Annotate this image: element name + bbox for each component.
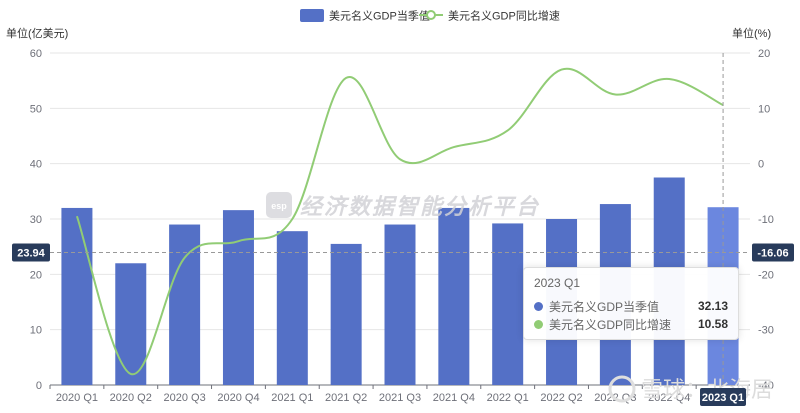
right-tick-label: -20 [758,269,774,281]
x-tick-label: 2022 Q1 [487,392,529,404]
tooltip: 2023 Q1 美元名义GDP当季值 32.13 美元名义GDP同比增速 10.… [523,267,739,340]
left-tick-label: 50 [30,103,42,115]
legend-item-line[interactable]: 美元名义GDP同比增速 [419,9,560,23]
line-series[interactable] [75,67,724,375]
left-tick-label: 60 [30,48,42,60]
pointer-x-box [700,388,746,406]
right-tick-label: -30 [758,325,774,337]
right-axis-label: 单位(%) [732,26,771,40]
bar[interactable] [115,263,147,385]
x-tick-label: 2020 Q4 [217,392,259,404]
pointer-label-right: -16.06 [752,243,794,262]
pointer-left-value: 23.94 [17,248,45,260]
bar[interactable] [492,223,524,385]
tooltip-row-bar: 美元名义GDP当季值 32.13 [534,297,728,315]
pointer-label-left: 23.94 [12,243,50,262]
watermark: esp 经济数据智能分析平台 [266,192,540,220]
pointer-right-value: -16.06 [757,248,788,260]
bar[interactable] [169,224,201,385]
watermark-logo: esp [271,201,287,211]
tooltip-line-dot [534,319,543,329]
tooltip-bar-value: 32.13 [697,299,728,313]
bar[interactable] [276,231,308,385]
corner-watermark-logo [608,375,636,403]
left-tick-label: 0 [36,380,42,392]
pointer-right-box [752,243,794,262]
pointer-label-x: 2023 Q1 [700,388,746,406]
pointer-left-box [12,243,50,262]
tooltip-row-line: 美元名义GDP同比增速 10.58 [534,315,728,333]
legend-item-bar[interactable]: 美元名义GDP当季值 [300,9,430,23]
tooltip-bar-name: 美元名义GDP当季值 [549,299,660,314]
right-tick-label: 20 [758,48,770,60]
left-tick-label: 30 [30,214,42,226]
tooltip-bar-dot [534,301,543,311]
bar[interactable] [330,243,362,385]
right-tick-label: 10 [758,103,770,115]
bar[interactable] [222,210,254,385]
right-tick-label: 0 [758,159,764,171]
left-tick-label: 10 [30,325,42,337]
legend-line-marker [426,10,436,20]
legend-bar-swatch [300,9,324,22]
legend-bar-label: 美元名义GDP当季值 [329,9,430,23]
bar[interactable] [384,224,416,385]
x-tick-label: 2020 Q2 [110,392,152,404]
x-tick-label: 2021 Q3 [379,392,421,404]
x-tick-label: 2020 Q3 [164,392,206,404]
tooltip-line-name: 美元名义GDP同比增速 [549,317,672,332]
bar[interactable] [438,207,470,385]
bar[interactable] [61,207,93,385]
left-axis-ticks: 0 10 20 30 40 50 60 [30,48,42,392]
x-tick-label: 2021 Q2 [325,392,367,404]
tooltip-line-value: 10.58 [697,317,728,331]
x-tick-label: 2021 Q1 [271,392,313,404]
pointer-x-value: 2023 Q1 [702,392,744,404]
x-tick-label: 2021 Q4 [433,392,475,404]
x-tick-label: 2022 Q4 [648,392,690,404]
watermark-text: 经济数据智能分析平台 [300,194,540,220]
right-axis-ticks: -40 -30 -20 -10 0 10 20 [758,48,774,392]
tooltip-title: 2023 Q1 [534,276,581,290]
left-tick-label: 20 [30,269,42,281]
watermark-logo-box [266,192,292,218]
legend-line-label: 美元名义GDP同比增速 [448,9,560,23]
left-tick-label: 40 [30,159,42,171]
left-axis-label: 单位(亿美元) [6,26,68,40]
growth-line[interactable] [75,67,724,375]
x-tick-label: 2022 Q2 [540,392,582,404]
bar-series[interactable] [61,177,739,386]
x-tick-label: 2020 Q1 [56,392,98,404]
right-tick-label: -40 [758,380,774,392]
legend[interactable]: 美元名义GDP当季值 美元名义GDP同比增速 [300,9,560,23]
right-tick-label: -10 [758,214,774,226]
